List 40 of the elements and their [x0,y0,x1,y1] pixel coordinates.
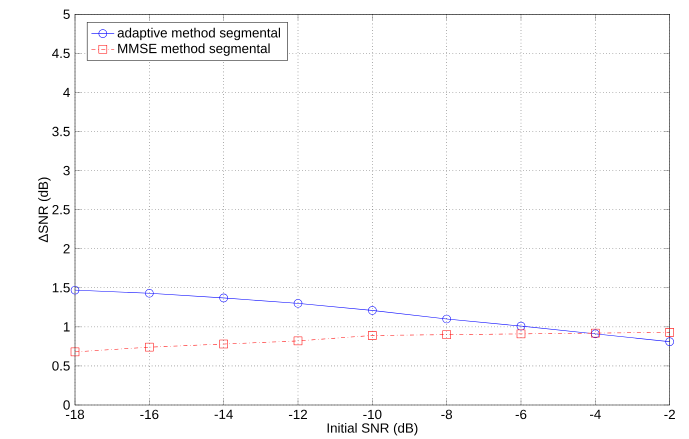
legend-label: MMSE method segmental [118,43,270,56]
x-tick-label: -6 [516,410,526,420]
point [145,288,154,298]
point [665,337,674,346]
point [516,330,526,338]
x-tick-label: -14 [214,410,233,419]
point [368,331,377,340]
point [442,314,451,324]
y-axis-title: ΔSNR (dB) [38,178,51,242]
y-tick-label: 4 [63,88,70,98]
x-tick-label: -2 [664,410,675,420]
x-tick-label: -10 [363,410,382,420]
point [665,328,674,337]
point [294,299,302,308]
y-tick-label: 0 [63,400,70,410]
y-tick-label: 4.5 [52,48,70,58]
legend-label: adaptive method segmental [118,28,280,40]
y-tick-label: 1.5 [52,283,70,292]
point [294,336,302,346]
point [219,340,228,348]
point [145,342,154,352]
y-tick-label: 1 [64,322,70,332]
point [442,330,451,339]
x-tick-label: -12 [288,410,307,420]
point [70,286,80,294]
x-tick-label: -4 [590,410,601,419]
y-tick-label: 2.5 [52,204,70,214]
y-tick-label: 5 [63,10,70,19]
point [70,348,80,356]
y-tick-label: 3 [63,166,70,176]
x-tick-label: -8 [441,410,452,420]
x-tick-label: -18 [66,410,84,420]
y-tick-label: 3.5 [52,126,70,136]
x-axis-title: Initial SNR (dB) [328,422,418,436]
point [368,306,377,315]
x-tick-label: -16 [140,410,158,420]
point [219,294,228,302]
y-tick-label: 0.5 [52,361,70,371]
y-tick-label: 2 [64,244,70,254]
point [516,322,526,330]
